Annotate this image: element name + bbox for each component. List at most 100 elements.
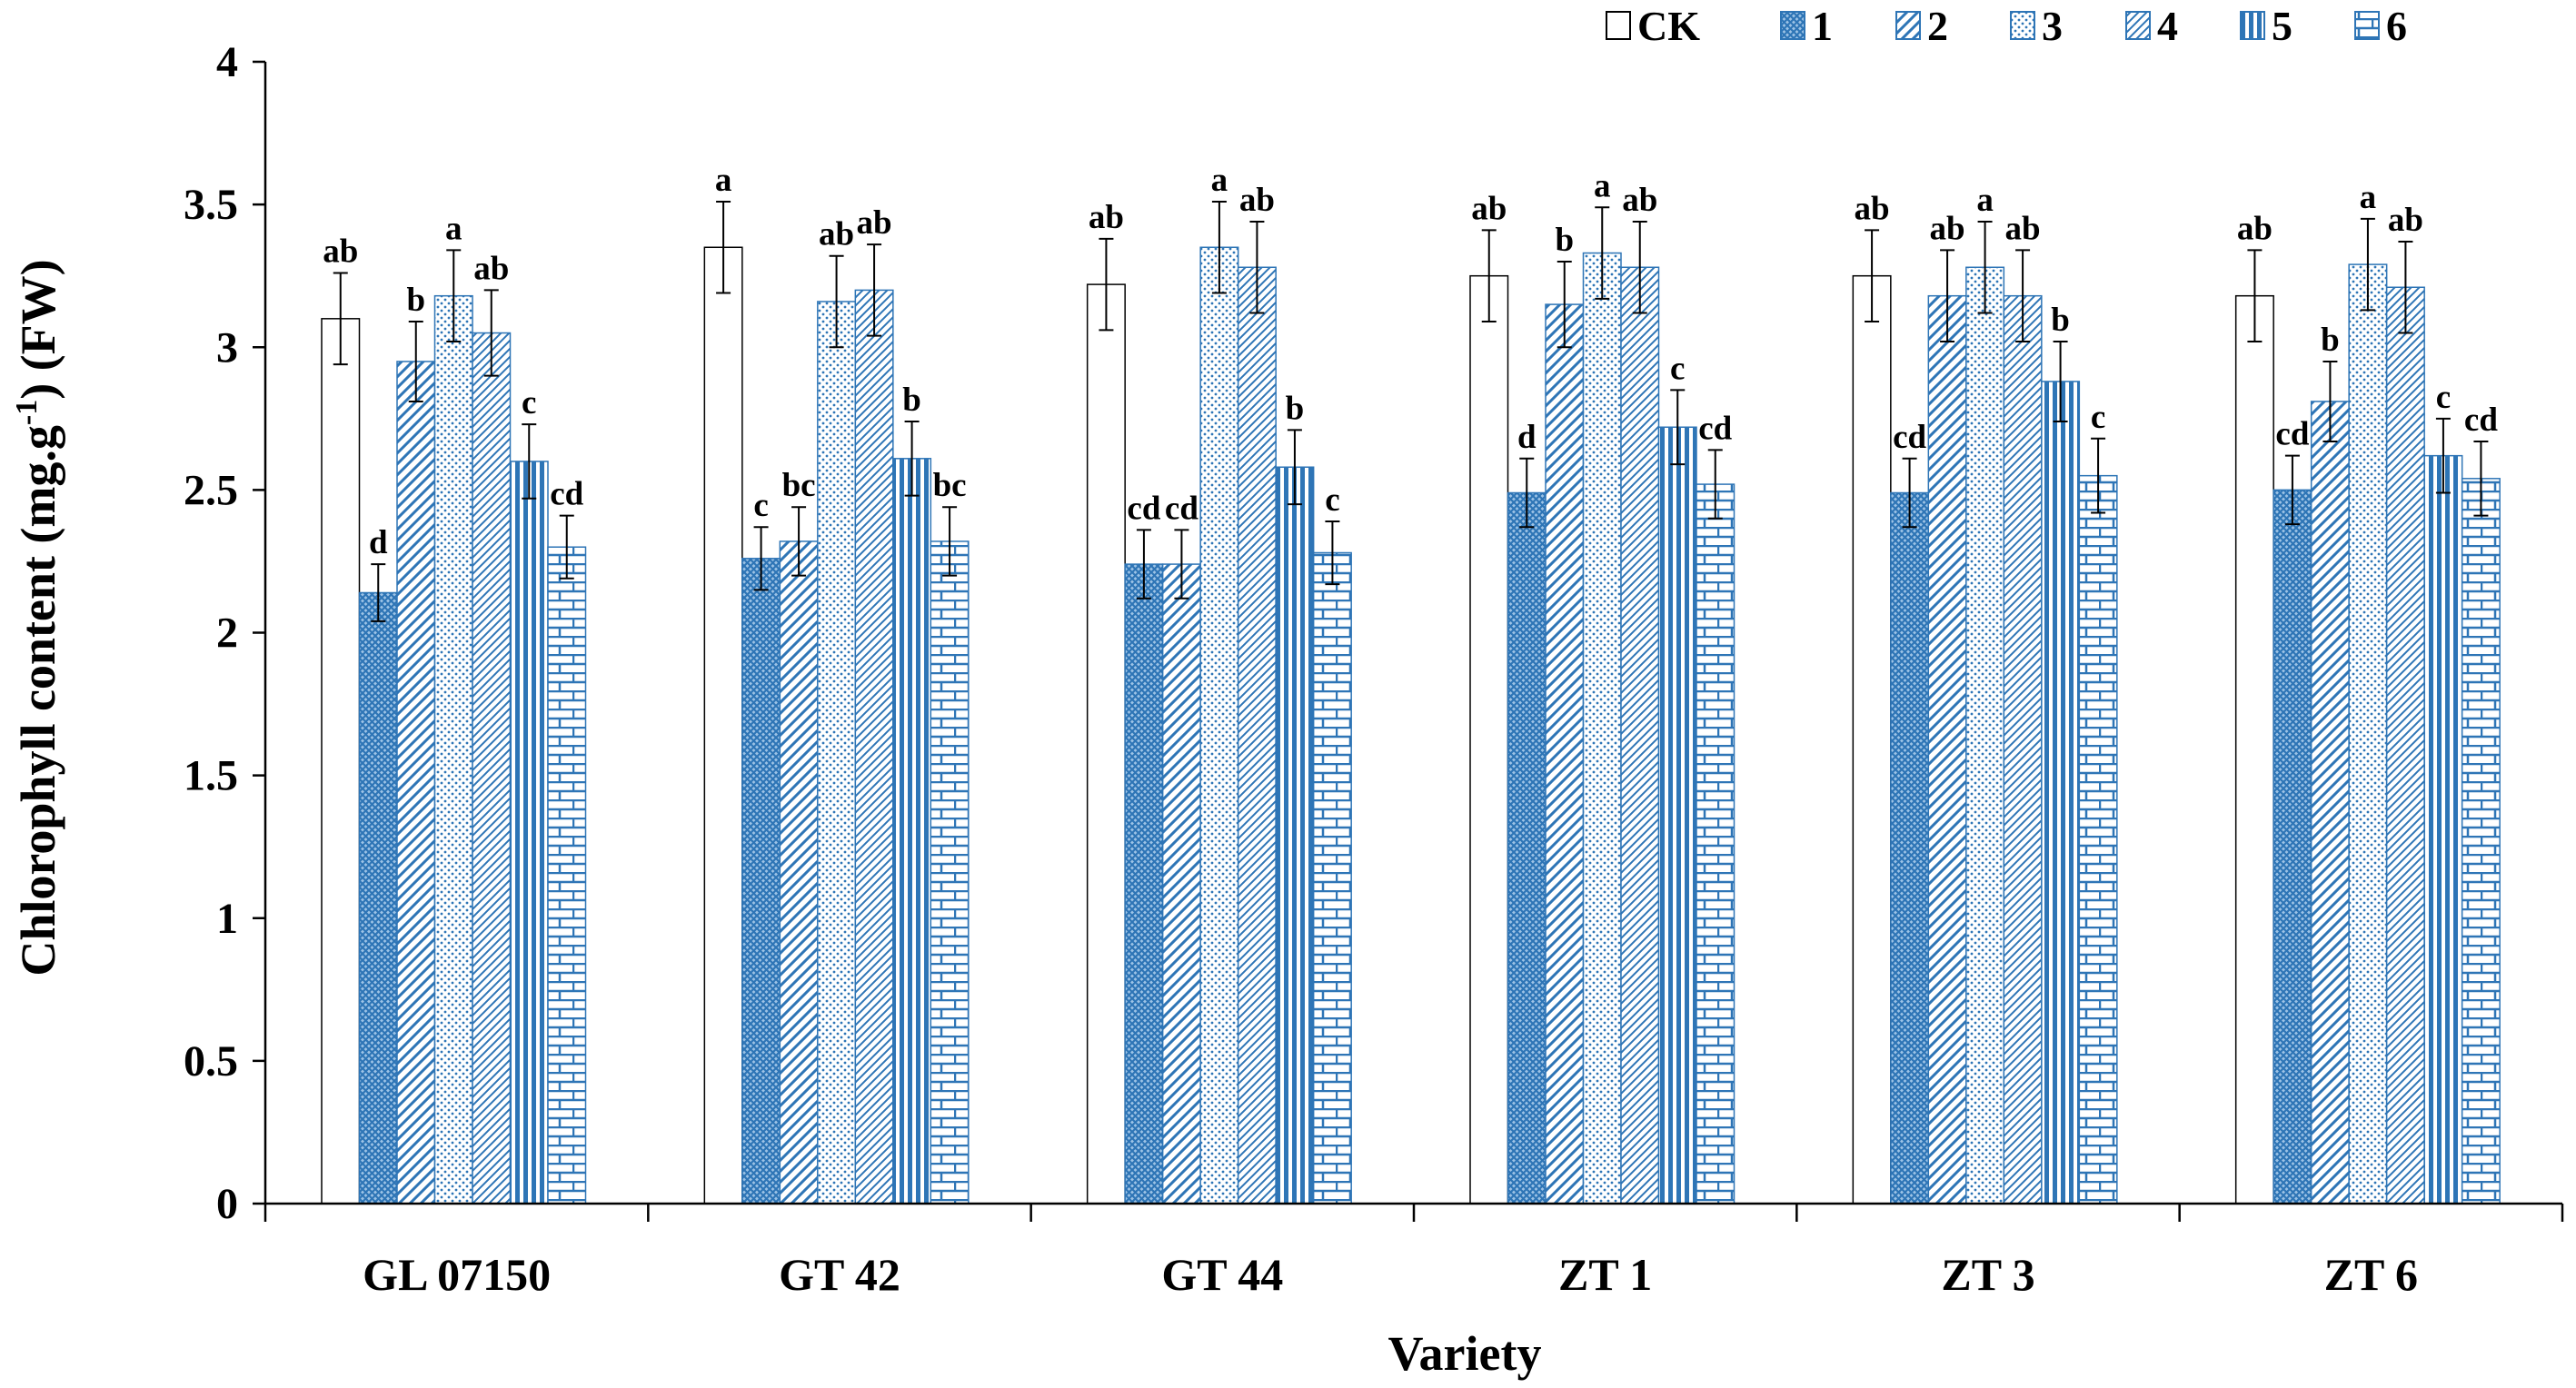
significance-label: ab bbox=[819, 216, 854, 253]
significance-label: a bbox=[2360, 179, 2377, 216]
bar bbox=[1696, 483, 1736, 1205]
significance-label: ab bbox=[1622, 182, 1657, 219]
significance-label: ab bbox=[473, 250, 509, 287]
x-tick-label: ZT 3 bbox=[1941, 1249, 2034, 1300]
legend-swatch bbox=[2354, 11, 2380, 40]
bar bbox=[2310, 401, 2350, 1205]
bar bbox=[2078, 474, 2118, 1205]
x-tick-label: GT 42 bbox=[779, 1249, 900, 1300]
y-axis-title-end: ) (FW) bbox=[11, 259, 65, 399]
bar bbox=[1086, 283, 1126, 1205]
y-tick-label: 1 bbox=[216, 895, 238, 943]
significance-label: a bbox=[1211, 162, 1228, 199]
bar bbox=[1199, 246, 1239, 1205]
x-tick-label: ZT 1 bbox=[1558, 1249, 1652, 1300]
bar bbox=[396, 361, 436, 1205]
significance-label: ab bbox=[857, 204, 892, 242]
bar bbox=[703, 246, 743, 1205]
bar bbox=[433, 294, 473, 1205]
bar bbox=[321, 318, 361, 1205]
bar bbox=[1237, 266, 1277, 1205]
significance-label: ab bbox=[1855, 190, 1890, 227]
legend-label: 5 bbox=[2272, 3, 2293, 49]
legend-label: 1 bbox=[1812, 3, 1833, 49]
bar bbox=[2234, 294, 2274, 1205]
bar bbox=[817, 301, 857, 1205]
bar bbox=[2041, 381, 2081, 1205]
significance-label: bc bbox=[782, 467, 816, 504]
bar bbox=[1582, 252, 1622, 1205]
significance-label: cd bbox=[550, 476, 583, 513]
x-tick-label: ZT 6 bbox=[2324, 1249, 2418, 1300]
significance-label: d bbox=[1517, 419, 1537, 456]
bar bbox=[358, 591, 398, 1205]
y-axis-title-main: Chlorophyll content (mg.g bbox=[11, 425, 65, 977]
bar bbox=[1657, 426, 1697, 1205]
significance-label: b bbox=[2051, 302, 2070, 339]
x-tick-label: GL 07150 bbox=[363, 1249, 551, 1300]
bar bbox=[1161, 563, 1201, 1205]
significance-label: ab bbox=[2005, 210, 2041, 247]
bar bbox=[930, 540, 970, 1205]
significance-label: ab bbox=[2237, 210, 2273, 247]
significance-label: cd bbox=[1127, 490, 1160, 527]
significance-label: ab bbox=[1089, 199, 1124, 236]
y-axis-title-superscript: -1 bbox=[10, 400, 44, 425]
significance-label: a bbox=[715, 162, 732, 199]
y-tick-label: 3 bbox=[216, 323, 238, 372]
bar bbox=[547, 546, 587, 1205]
bar bbox=[892, 458, 932, 1205]
bar bbox=[1965, 266, 2005, 1205]
legend-swatch bbox=[1780, 11, 1805, 40]
bar bbox=[1275, 466, 1315, 1205]
bar bbox=[2348, 263, 2388, 1205]
significance-label: ab bbox=[1239, 182, 1275, 219]
bar bbox=[472, 332, 512, 1205]
bar bbox=[1620, 266, 1660, 1205]
legend-label: 3 bbox=[2042, 3, 2063, 49]
bar bbox=[1927, 294, 1967, 1205]
legend-label: 6 bbox=[2386, 3, 2407, 49]
significance-label: cd bbox=[2464, 402, 2498, 439]
significance-label: ab bbox=[2388, 202, 2423, 239]
legend-label: 2 bbox=[1927, 3, 1948, 49]
x-tick-label: GT 44 bbox=[1161, 1249, 1283, 1300]
significance-label: ab bbox=[1930, 210, 1965, 247]
bar bbox=[2003, 294, 2043, 1205]
significance-label: b bbox=[1555, 222, 1574, 259]
significance-label: a bbox=[1976, 182, 1994, 219]
bar bbox=[1507, 491, 1547, 1205]
legend-swatch bbox=[1606, 11, 1631, 40]
y-tick-label: 2 bbox=[216, 610, 238, 658]
bar bbox=[1852, 274, 1892, 1205]
y-tick-label: 4 bbox=[216, 38, 238, 86]
significance-label: ab bbox=[1471, 190, 1507, 227]
legend-swatch bbox=[2125, 11, 2151, 40]
legend-swatch bbox=[1895, 11, 1921, 40]
y-tick-label: 2.5 bbox=[184, 466, 238, 514]
bar bbox=[779, 540, 819, 1205]
significance-label: c bbox=[2091, 399, 2105, 436]
significance-label: c bbox=[2436, 379, 2451, 416]
significance-label: bc bbox=[933, 467, 967, 504]
y-tick-label: 0 bbox=[216, 1180, 238, 1228]
bar bbox=[1312, 551, 1352, 1205]
bar bbox=[2273, 489, 2312, 1205]
bar bbox=[2423, 454, 2463, 1205]
significance-label: d bbox=[369, 524, 388, 561]
x-axis-title: Variety bbox=[1388, 1326, 1542, 1381]
y-tick-label: 1.5 bbox=[184, 752, 238, 800]
bar bbox=[1545, 303, 1585, 1205]
significance-label: c bbox=[522, 384, 536, 421]
legend-swatch bbox=[2010, 11, 2035, 40]
y-axis-title: Chlorophyll content (mg.g-1) (FW) bbox=[10, 259, 65, 976]
bar bbox=[1124, 563, 1164, 1205]
significance-label: b bbox=[2321, 322, 2340, 359]
bar bbox=[854, 289, 894, 1205]
significance-label: cd bbox=[1165, 490, 1198, 527]
significance-label: b bbox=[1286, 390, 1305, 427]
legend-label: 4 bbox=[2157, 3, 2178, 49]
significance-label: c bbox=[753, 487, 768, 524]
significance-label: c bbox=[1325, 481, 1339, 519]
